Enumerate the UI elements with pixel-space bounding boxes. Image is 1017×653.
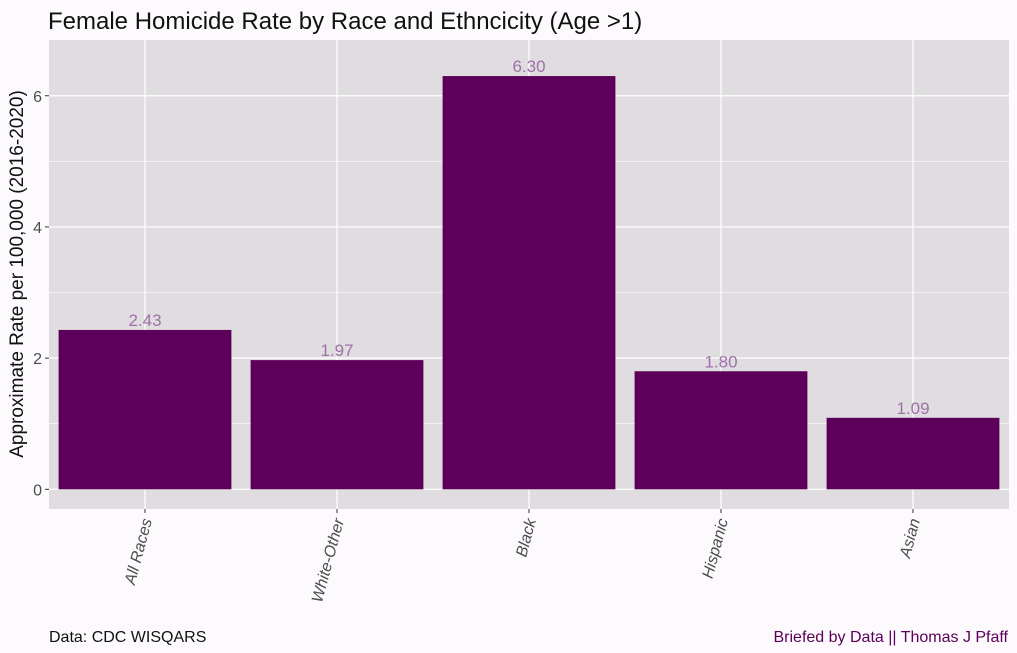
y-tick-label: 6 — [33, 89, 42, 106]
x-tick-label: Asian — [897, 517, 924, 561]
x-tick-label: White-Other — [309, 516, 348, 604]
chart-title: Female Homicide Rate by Race and Ethncic… — [48, 8, 642, 35]
data-label: 2.43 — [128, 311, 161, 330]
bar — [58, 329, 232, 490]
data-source-caption: Data: CDC WISQARS — [49, 629, 206, 646]
data-labels: 2.43 1.97 6.30 1.80 1.09 — [128, 57, 929, 418]
data-label: 6.30 — [512, 57, 545, 76]
x-tick-label: Hispanic — [700, 517, 732, 581]
bar — [634, 371, 808, 490]
data-label: 1.97 — [320, 341, 353, 360]
bar — [442, 76, 616, 490]
x-tick-label: Black — [513, 516, 540, 559]
x-tick-label: All Races — [122, 517, 156, 588]
bar — [250, 360, 424, 490]
y-tick-label: 0 — [33, 482, 42, 499]
data-label: 1.09 — [896, 399, 929, 418]
y-axis-ticks: 0 2 4 6 — [33, 89, 49, 499]
credit-caption: Briefed by Data || Thomas J Pfaff — [774, 629, 1009, 646]
y-tick-label: 4 — [33, 220, 42, 237]
bars — [58, 76, 1000, 490]
x-axis-ticks: All Races White-Other Black Hispanic Asian — [122, 509, 924, 604]
bar — [826, 417, 1000, 490]
y-axis-title: Approximate Rate per 100,000 (2016-2020) — [7, 90, 28, 458]
y-tick-label: 2 — [33, 351, 42, 368]
data-label: 1.80 — [704, 352, 737, 371]
